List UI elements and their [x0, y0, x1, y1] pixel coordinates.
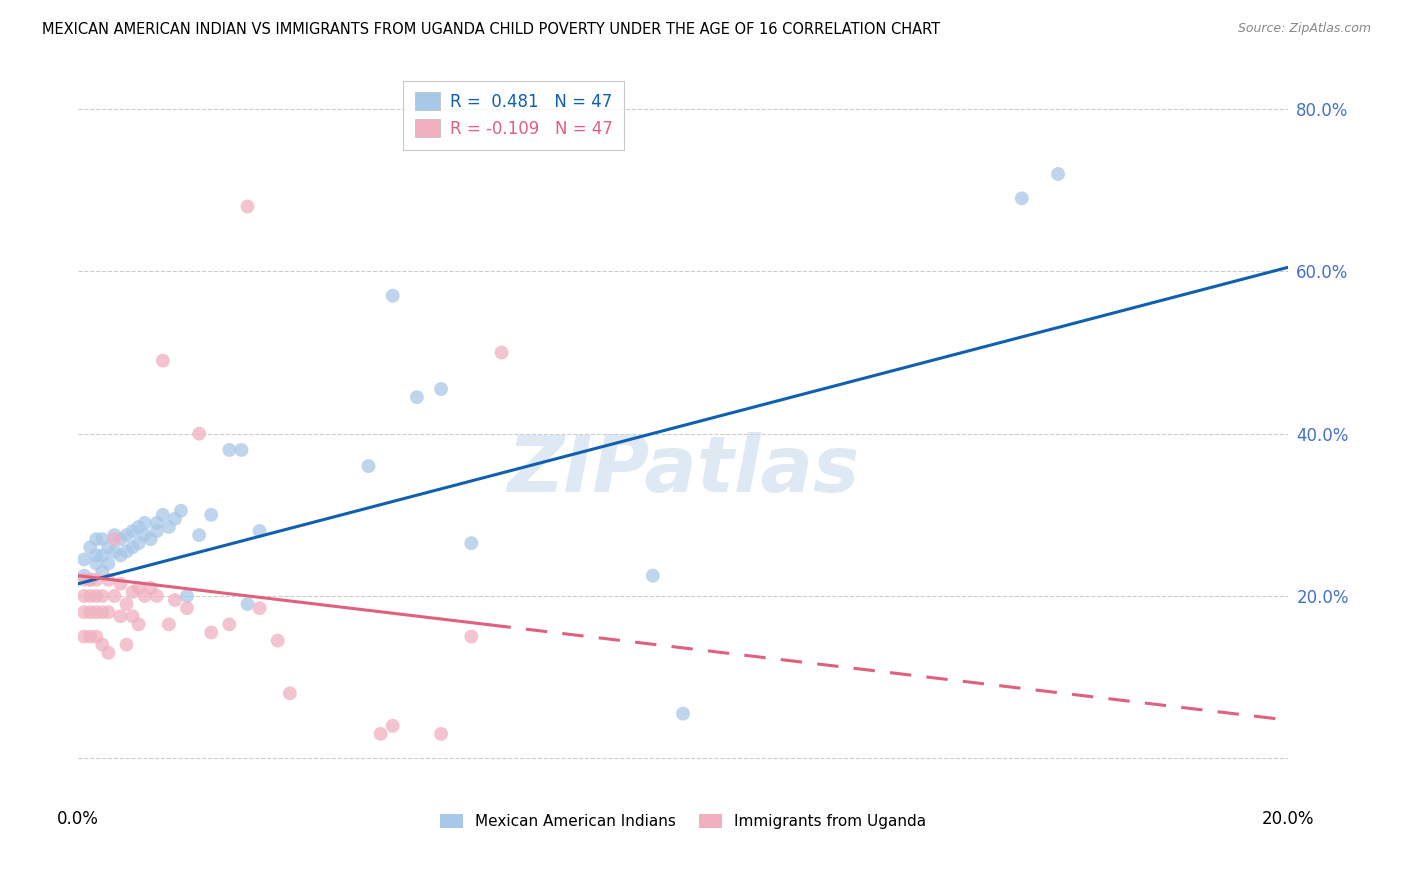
Point	[73, 630, 96, 644]
Point	[91, 605, 114, 619]
Point	[176, 589, 198, 603]
Text: MEXICAN AMERICAN INDIAN VS IMMIGRANTS FROM UGANDA CHILD POVERTY UNDER THE AGE OF: MEXICAN AMERICAN INDIAN VS IMMIGRANTS FR…	[42, 22, 941, 37]
Point	[110, 532, 132, 546]
Point	[218, 617, 240, 632]
Point	[134, 528, 156, 542]
Point	[139, 581, 162, 595]
Point	[110, 549, 132, 563]
Point	[73, 589, 96, 603]
Point	[103, 532, 125, 546]
Point	[121, 541, 143, 555]
Point	[84, 557, 107, 571]
Point	[357, 459, 380, 474]
Point	[163, 593, 186, 607]
Point	[103, 589, 125, 603]
Point	[121, 609, 143, 624]
Point	[91, 565, 114, 579]
Point	[115, 638, 138, 652]
Legend: Mexican American Indians, Immigrants from Uganda: Mexican American Indians, Immigrants fro…	[434, 808, 932, 835]
Point	[128, 581, 150, 595]
Point	[84, 549, 107, 563]
Point	[97, 605, 120, 619]
Point	[236, 199, 259, 213]
Point	[134, 516, 156, 530]
Point	[115, 597, 138, 611]
Point	[103, 544, 125, 558]
Point	[97, 573, 120, 587]
Point	[79, 573, 101, 587]
Point	[249, 524, 271, 538]
Point	[641, 568, 664, 582]
Point	[176, 601, 198, 615]
Point	[73, 568, 96, 582]
Point	[460, 630, 482, 644]
Point	[79, 630, 101, 644]
Point	[491, 345, 513, 359]
Point	[97, 541, 120, 555]
Point	[406, 390, 429, 404]
Point	[152, 353, 174, 368]
Point	[84, 630, 107, 644]
Point	[79, 605, 101, 619]
Point	[152, 508, 174, 522]
Point	[84, 532, 107, 546]
Point	[91, 532, 114, 546]
Point	[188, 426, 211, 441]
Point	[91, 549, 114, 563]
Point	[145, 524, 167, 538]
Point	[91, 589, 114, 603]
Point	[267, 633, 290, 648]
Point	[91, 638, 114, 652]
Point	[73, 552, 96, 566]
Point	[128, 536, 150, 550]
Point	[460, 536, 482, 550]
Point	[79, 541, 101, 555]
Text: ZIPatlas: ZIPatlas	[508, 433, 859, 508]
Point	[84, 573, 107, 587]
Point	[188, 528, 211, 542]
Point	[115, 528, 138, 542]
Point	[84, 589, 107, 603]
Point	[121, 524, 143, 538]
Point	[97, 557, 120, 571]
Point	[163, 512, 186, 526]
Point	[278, 686, 301, 700]
Point	[97, 646, 120, 660]
Point	[231, 442, 253, 457]
Point	[128, 617, 150, 632]
Point	[121, 585, 143, 599]
Point	[170, 504, 193, 518]
Point	[200, 508, 222, 522]
Point	[110, 609, 132, 624]
Point	[73, 605, 96, 619]
Point	[430, 727, 453, 741]
Point	[79, 589, 101, 603]
Point	[145, 589, 167, 603]
Point	[128, 520, 150, 534]
Point	[370, 727, 392, 741]
Point	[79, 573, 101, 587]
Point	[1011, 191, 1033, 205]
Point	[73, 573, 96, 587]
Point	[200, 625, 222, 640]
Point	[249, 601, 271, 615]
Text: Source: ZipAtlas.com: Source: ZipAtlas.com	[1237, 22, 1371, 36]
Point	[134, 589, 156, 603]
Point	[672, 706, 695, 721]
Point	[84, 605, 107, 619]
Point	[145, 516, 167, 530]
Point	[381, 719, 404, 733]
Point	[1047, 167, 1070, 181]
Point	[103, 528, 125, 542]
Point	[218, 442, 240, 457]
Point	[110, 576, 132, 591]
Point	[157, 617, 180, 632]
Point	[157, 520, 180, 534]
Point	[115, 544, 138, 558]
Point	[381, 289, 404, 303]
Point	[236, 597, 259, 611]
Point	[430, 382, 453, 396]
Point	[139, 532, 162, 546]
